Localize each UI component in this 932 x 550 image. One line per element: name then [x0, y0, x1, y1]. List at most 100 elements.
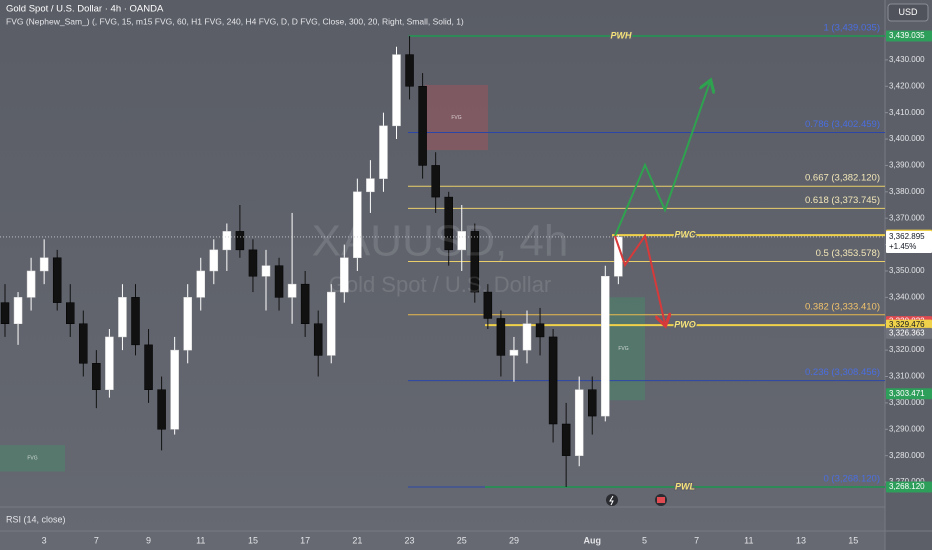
- y-tick-label: 3,320.000: [889, 345, 925, 354]
- fib-label: 0.786 (3,402.459): [805, 119, 880, 130]
- candle-body: [457, 231, 466, 251]
- candle-body: [496, 318, 506, 356]
- fib-label: 1 (3,439.035): [823, 23, 880, 34]
- candle-body: [522, 323, 532, 351]
- bearish-arrow: [614, 233, 665, 324]
- price-badge: [886, 230, 932, 253]
- candle-body: [470, 231, 480, 293]
- candle-body: [92, 363, 101, 390]
- price-badge-label: 3,329.476: [889, 320, 925, 329]
- price-badge: [886, 30, 932, 42]
- price-badge: [886, 481, 932, 493]
- candle-body: [261, 265, 271, 277]
- candle-body: [274, 265, 284, 298]
- fvg-zone: [425, 84, 488, 151]
- rsi-pane-label: RSI (14, close): [6, 514, 66, 524]
- x-tick-label: 15: [848, 535, 858, 545]
- y-tick-label: 3,430.000: [889, 55, 925, 64]
- x-tick-label: 11: [196, 535, 205, 545]
- candle-body: [313, 323, 323, 356]
- candle-body: [170, 349, 179, 430]
- key-level-label: PWH: [611, 30, 632, 40]
- y-tick-label: 3,300.000: [889, 398, 925, 407]
- candle-body: [39, 257, 49, 272]
- fib-label: 0.5 (3,353.578): [816, 248, 880, 259]
- candle-body: [66, 302, 75, 324]
- candle-body: [0, 302, 10, 324]
- x-tick-label: 23: [405, 535, 415, 545]
- fib-label: 0.667 (3,382.120): [805, 173, 880, 184]
- x-tick-label: 25: [457, 535, 467, 545]
- candle-body: [183, 297, 192, 351]
- fvg-label: FVG: [618, 346, 628, 352]
- y-tick-label: 3,390.000: [889, 161, 925, 170]
- price-badge: [886, 327, 932, 339]
- candle-body: [340, 257, 349, 293]
- y-tick-label: 3,350.000: [889, 266, 925, 275]
- x-tick-label: 21: [352, 535, 362, 545]
- candle-body: [392, 54, 401, 127]
- fvg-label: FVG: [27, 456, 37, 462]
- candle-body: [574, 389, 584, 456]
- layers: 3,270.0003,280.0003,290.0003,300.0003,31…: [0, 23, 932, 545]
- x-tick-label: 29: [509, 535, 519, 545]
- x-tick-label: 3: [42, 535, 47, 545]
- price-badge-label: 3,268.120: [889, 482, 925, 491]
- x-tick-label: 7: [694, 535, 699, 545]
- bullish-arrow: [614, 82, 710, 237]
- candle-body: [300, 283, 310, 324]
- y-tick-label: 3,420.000: [889, 81, 925, 90]
- candle-body: [405, 54, 414, 87]
- candle-body: [366, 178, 375, 193]
- y-tick-label: 3,400.000: [889, 134, 925, 143]
- currency-button[interactable]: [887, 3, 929, 22]
- event-icon[interactable]: [606, 494, 618, 506]
- watermark-description: Gold Spot / U.S. Dollar: [329, 272, 552, 297]
- indicator-legend: FVG (Nephew_Sam_) (, FVG, 15, m15 FVG, 6…: [6, 16, 464, 26]
- candle-body: [235, 231, 245, 251]
- price-badge-label: 3,439.035: [889, 31, 925, 40]
- candle-body: [118, 297, 127, 338]
- fvg-label: FVG: [451, 115, 461, 121]
- fib-label: 0 (3,268.120): [823, 474, 880, 485]
- x-tick-label: 13: [796, 535, 806, 545]
- currency-label[interactable]: USD: [898, 7, 918, 17]
- candle-body: [379, 125, 388, 179]
- symbol-title: Gold Spot / U.S. Dollar · 4h · OANDA: [6, 4, 164, 15]
- candle-body: [196, 270, 205, 298]
- x-tick-label: 9: [146, 535, 151, 545]
- x-tick-label: 11: [744, 535, 753, 545]
- key-level-label: PWO: [674, 319, 696, 329]
- candle-body: [105, 336, 114, 390]
- candle-body: [535, 323, 545, 338]
- candle-body: [444, 196, 453, 251]
- candle-body: [52, 257, 62, 303]
- candle-body: [222, 231, 232, 251]
- y-tick-label: 3,310.000: [889, 372, 925, 381]
- price-badge-label: 3,303.471: [889, 389, 925, 398]
- x-tick-label: 15: [248, 535, 258, 545]
- candle-body: [287, 283, 297, 298]
- candle-body: [13, 297, 23, 324]
- candle-body: [157, 389, 166, 430]
- candle-body: [353, 191, 362, 259]
- candle-body: [248, 249, 258, 277]
- y-tick-label: 3,290.000: [889, 424, 925, 433]
- price-badge-label: 3,362.895: [889, 232, 925, 241]
- candle-body: [79, 323, 88, 364]
- x-tick-label: 5: [642, 535, 647, 545]
- y-tick-label: 3,410.000: [889, 108, 925, 117]
- fib-label: 0.382 (3,333.410): [805, 301, 880, 312]
- candle-body: [144, 344, 153, 390]
- key-level-label: PWC: [675, 229, 696, 239]
- candle-body: [131, 297, 140, 346]
- watermark-symbol: XAUUSD, 4h: [312, 217, 569, 266]
- candle-body: [483, 291, 493, 319]
- x-tick-label: 17: [300, 535, 310, 545]
- x-tick-label: Aug: [584, 535, 602, 545]
- price-badge-label: 3,326.363: [889, 328, 925, 337]
- fib-label: 0.236 (3,308.456): [805, 367, 880, 378]
- fib-label: 0.618 (3,373.745): [805, 195, 880, 206]
- candle-body: [327, 291, 336, 356]
